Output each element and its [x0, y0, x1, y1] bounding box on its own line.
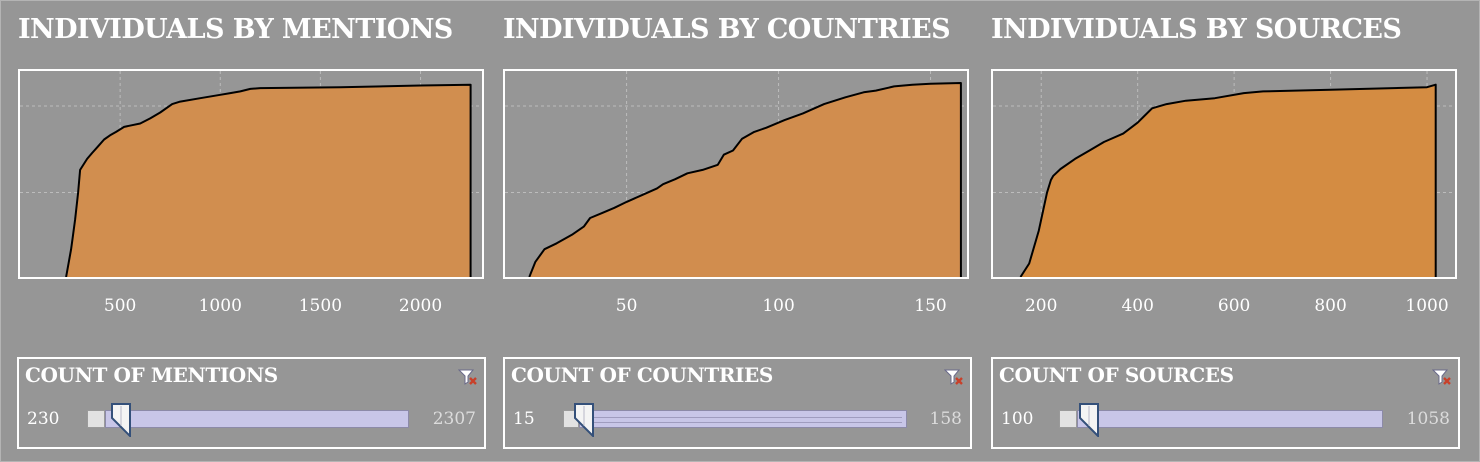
filter-countries: COUNT OF COUNTRIES 15 158 [503, 357, 972, 449]
filter-sources: COUNT OF SOURCES 100 1058 [991, 357, 1460, 449]
tick-label: 400 [1121, 296, 1154, 316]
slider-track-excluded [87, 410, 105, 428]
filter-clear-icon[interactable] [458, 367, 478, 387]
slider-track[interactable] [1077, 410, 1383, 428]
series-line [65, 83, 472, 277]
area-series [1020, 84, 1436, 277]
chart-sources [991, 69, 1457, 279]
slider-handle-icon[interactable] [1078, 403, 1100, 437]
tick-label: 200 [1024, 296, 1058, 316]
range-max-value: 2307 [432, 409, 476, 429]
area-series [66, 84, 471, 277]
range-min-value: 230 [27, 409, 60, 429]
slider-rail [584, 417, 902, 423]
range-max-value: 158 [929, 409, 962, 429]
range-max-value: 1058 [1406, 409, 1450, 429]
panel-title-countries: INDIVIDUALS BY COUNTRIES [503, 14, 951, 45]
tick-label: 2000 [398, 296, 443, 316]
panel-title-mentions: INDIVIDUALS BY MENTIONS [18, 14, 453, 45]
filter-title: COUNT OF SOURCES [999, 363, 1234, 387]
series-line [1019, 83, 1437, 277]
chart-countries [503, 69, 969, 279]
slider-handle-icon[interactable] [110, 403, 132, 437]
tick-label: 800 [1314, 296, 1347, 316]
range-min-value: 100 [1001, 409, 1034, 429]
chart-sources-svg [993, 71, 1455, 277]
slider-track[interactable] [105, 410, 409, 428]
slider-track-excluded [1059, 410, 1077, 428]
slider-handle-icon[interactable] [573, 403, 595, 437]
chart-countries-svg [505, 71, 967, 277]
series-line [528, 82, 962, 277]
tick-label: 1000 [198, 296, 242, 316]
filter-clear-icon[interactable] [1432, 367, 1452, 387]
filter-clear-icon[interactable] [944, 367, 964, 387]
tick-label: 600 [1217, 296, 1251, 316]
tick-label: 1500 [298, 296, 343, 316]
filter-title: COUNT OF COUNTRIES [511, 363, 773, 387]
area-series [529, 83, 961, 277]
chart-mentions-svg [20, 71, 482, 277]
panel-title-sources: INDIVIDUALS BY SOURCES [991, 14, 1402, 45]
tick-label: 150 [914, 296, 947, 316]
tick-label: 500 [103, 296, 137, 316]
range-min-value: 15 [513, 409, 535, 429]
tick-label: 50 [615, 296, 638, 316]
tick-label: 1000 [1405, 296, 1449, 316]
slider-track[interactable] [579, 410, 907, 428]
chart-mentions [18, 69, 484, 279]
tick-label: 100 [762, 296, 795, 316]
filter-mentions: COUNT OF MENTIONS 230 2307 [17, 357, 486, 449]
filter-title: COUNT OF MENTIONS [25, 363, 278, 387]
